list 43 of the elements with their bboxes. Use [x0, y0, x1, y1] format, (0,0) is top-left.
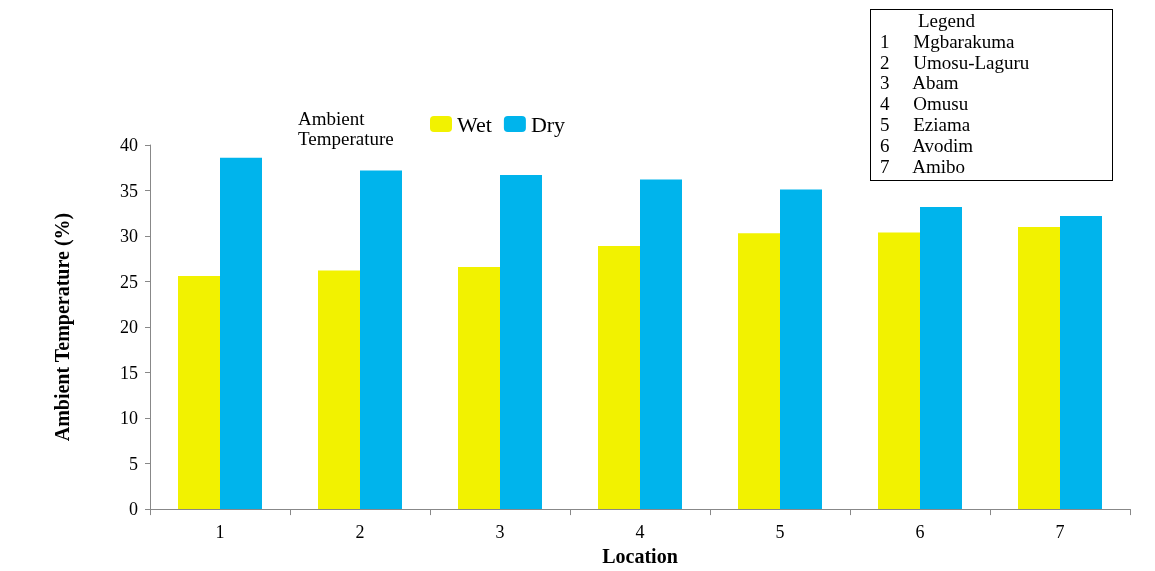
x-tick-label: 5 [775, 522, 785, 543]
bar [458, 266, 500, 510]
text: 3 Abam [880, 72, 959, 94]
y-tick-label: 5 [129, 453, 138, 474]
bar [500, 175, 542, 510]
bar [738, 233, 780, 510]
bar [318, 270, 360, 510]
legend-label: Wet [457, 111, 492, 137]
bar [780, 189, 822, 510]
x-tick-label: 3 [495, 522, 505, 543]
x-tick-label: 4 [635, 522, 645, 543]
x-tick-label: 1 [215, 522, 225, 543]
y-tick-label: 15 [120, 362, 138, 383]
text: 4 Omusu [880, 93, 969, 115]
bar [920, 206, 962, 510]
bar [640, 179, 682, 510]
text: 1 Mgbarakuma [880, 30, 1016, 52]
x-tick-label: 7 [1055, 522, 1065, 543]
y-tick-label: 20 [120, 317, 138, 338]
legend-label: Dry [530, 111, 566, 137]
x-tick-label: 2 [355, 522, 365, 543]
y-tick-label: 35 [120, 180, 138, 201]
y-tick-label: 0 [129, 499, 138, 520]
y-axis-title: Ambient Temperature (%) [51, 212, 74, 442]
y-tick-label: 25 [120, 271, 138, 292]
bar [360, 170, 402, 510]
y-tick-label: 10 [120, 408, 138, 429]
x-axis-title: Location [602, 545, 678, 567]
y-tick-label: 30 [120, 226, 138, 247]
annotation: 7 Amibo [880, 155, 965, 177]
y-tick-label: 40 [120, 135, 138, 155]
bar [1060, 216, 1102, 510]
annotation: 6 Avodim [880, 134, 974, 156]
text: 2 Umosu-Laguru [880, 51, 1030, 73]
bar [178, 276, 220, 510]
x-tick-label: 6 [915, 522, 925, 543]
legend-title: Ambient Temperature [298, 107, 394, 149]
bar [878, 232, 920, 510]
text: 5 Eziama [880, 114, 971, 135]
bar [1018, 226, 1060, 510]
bar [598, 246, 640, 510]
bar [220, 157, 262, 510]
text: Legend [918, 10, 976, 31]
